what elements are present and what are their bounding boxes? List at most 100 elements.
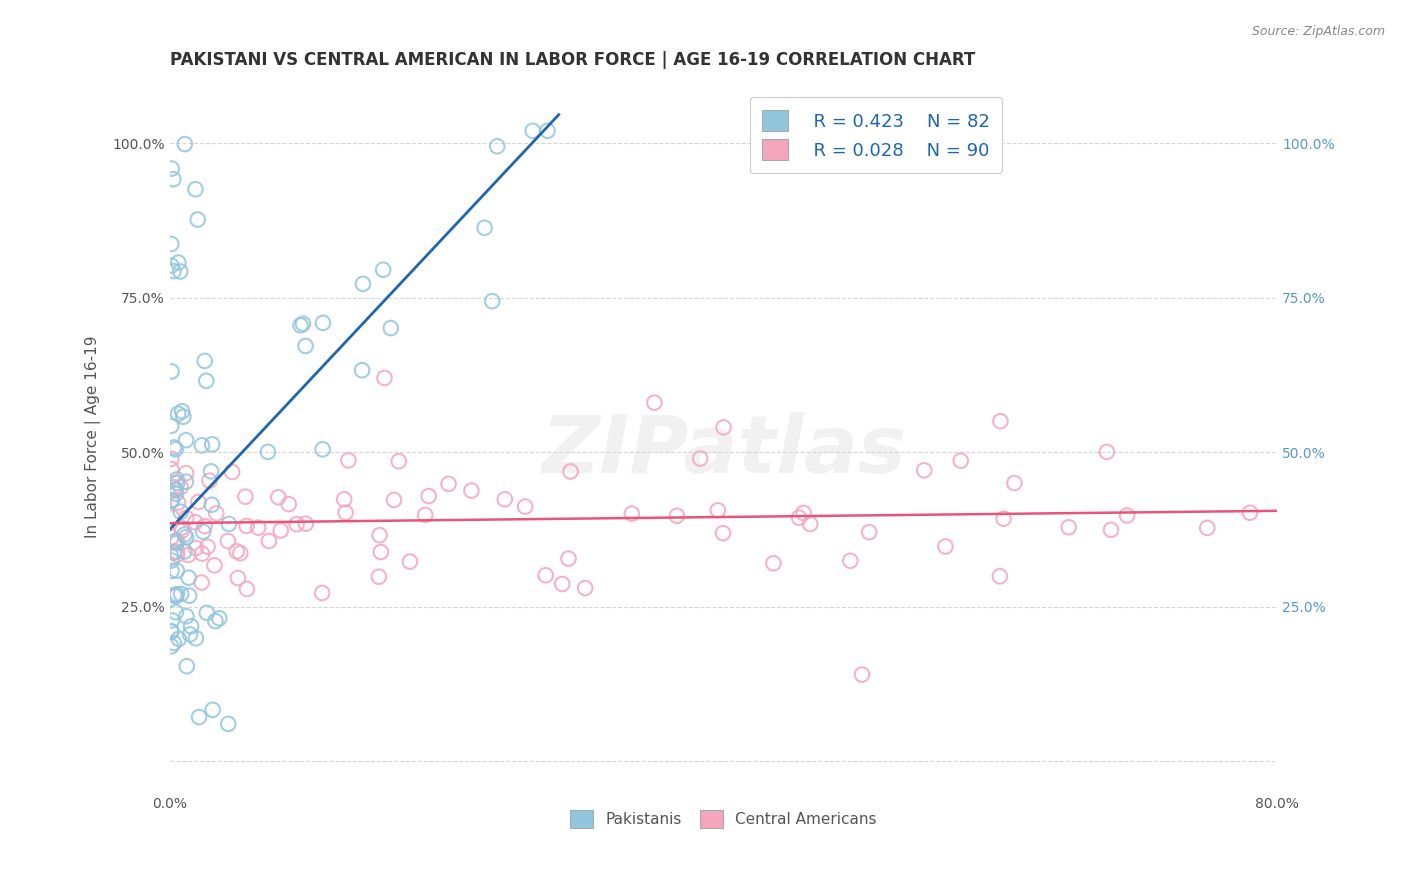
- Point: [160, 510, 183, 524]
- Point: [163, 441, 186, 455]
- Point: [311, 442, 333, 457]
- Point: [194, 354, 217, 368]
- Point: [195, 374, 218, 388]
- Point: [208, 611, 231, 625]
- Point: [294, 339, 316, 353]
- Point: [418, 489, 440, 503]
- Point: [191, 547, 214, 561]
- Point: [235, 490, 257, 504]
- Point: [1002, 475, 1025, 490]
- Point: [163, 588, 186, 602]
- Point: [165, 442, 187, 457]
- Point: [551, 577, 574, 591]
- Point: [217, 533, 239, 548]
- Point: [179, 627, 201, 641]
- Point: [352, 277, 374, 291]
- Point: [707, 503, 730, 517]
- Point: [225, 544, 247, 558]
- Point: [160, 624, 183, 639]
- Point: [1057, 520, 1080, 534]
- Point: [173, 137, 195, 152]
- Point: [460, 483, 482, 498]
- Point: [184, 515, 207, 529]
- Point: [166, 548, 188, 562]
- Point: [160, 418, 183, 433]
- Point: [294, 516, 316, 531]
- Point: [515, 500, 537, 514]
- Point: [172, 404, 194, 418]
- Point: [557, 551, 579, 566]
- Point: [176, 609, 198, 624]
- Point: [201, 498, 224, 512]
- Legend: Pakistanis, Central Americans: Pakistanis, Central Americans: [564, 805, 883, 834]
- Point: [200, 464, 222, 478]
- Point: [165, 483, 187, 498]
- Point: [229, 546, 252, 560]
- Point: [184, 182, 207, 196]
- Point: [176, 659, 198, 673]
- Point: [574, 581, 596, 595]
- Point: [165, 589, 187, 603]
- Point: [534, 568, 557, 582]
- Point: [172, 524, 194, 538]
- Text: Source: ZipAtlas.com: Source: ZipAtlas.com: [1251, 25, 1385, 38]
- Point: [197, 540, 219, 554]
- Point: [413, 508, 436, 522]
- Point: [793, 506, 815, 520]
- Point: [169, 480, 191, 494]
- Point: [285, 517, 308, 532]
- Point: [912, 463, 935, 477]
- Point: [312, 316, 335, 330]
- Point: [179, 589, 201, 603]
- Point: [184, 632, 207, 646]
- Point: [163, 534, 186, 549]
- Point: [194, 519, 217, 533]
- Point: [160, 640, 183, 654]
- Point: [560, 465, 582, 479]
- Point: [160, 493, 183, 508]
- Point: [494, 492, 516, 507]
- Point: [858, 525, 880, 540]
- Point: [787, 510, 810, 524]
- Point: [201, 437, 224, 451]
- Point: [204, 614, 226, 628]
- Point: [226, 571, 249, 585]
- Point: [1239, 506, 1261, 520]
- Point: [165, 487, 187, 501]
- Point: [173, 544, 195, 558]
- Point: [170, 505, 193, 519]
- Point: [713, 420, 735, 434]
- Point: [368, 528, 391, 542]
- Point: [165, 605, 187, 619]
- Point: [643, 395, 665, 409]
- Point: [291, 317, 314, 331]
- Point: [689, 451, 711, 466]
- Point: [335, 506, 357, 520]
- Point: [949, 453, 972, 467]
- Point: [1197, 521, 1219, 535]
- Point: [522, 124, 544, 138]
- Y-axis label: In Labor Force | Age 16-19: In Labor Force | Age 16-19: [86, 335, 101, 538]
- Point: [160, 237, 183, 252]
- Point: [1099, 523, 1122, 537]
- Point: [198, 474, 221, 488]
- Point: [187, 495, 209, 509]
- Point: [177, 548, 200, 562]
- Point: [166, 476, 188, 491]
- Point: [170, 587, 193, 601]
- Point: [191, 524, 214, 539]
- Point: [160, 161, 183, 176]
- Point: [160, 462, 183, 476]
- Point: [202, 558, 225, 573]
- Point: [437, 476, 460, 491]
- Point: [177, 571, 200, 585]
- Point: [1095, 445, 1118, 459]
- Point: [174, 466, 197, 480]
- Point: [665, 508, 688, 523]
- Point: [167, 407, 190, 421]
- Point: [191, 438, 214, 452]
- Point: [166, 536, 188, 550]
- Point: [380, 321, 402, 335]
- Point: [180, 619, 202, 633]
- Text: ZIPatlas: ZIPatlas: [541, 412, 905, 490]
